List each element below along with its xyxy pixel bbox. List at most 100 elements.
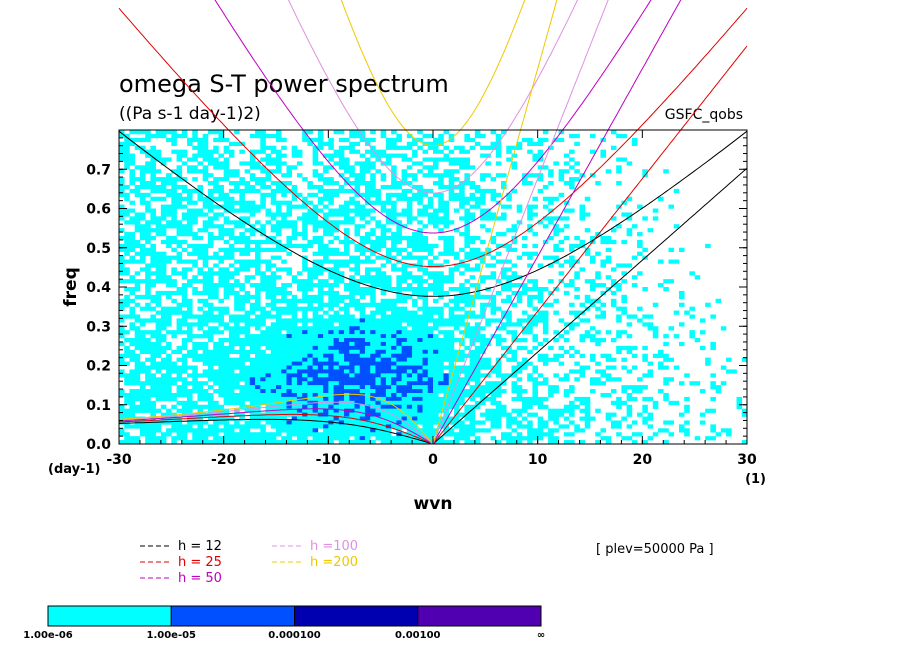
heat-cell [145, 130, 151, 135]
heat-cell [249, 377, 256, 382]
heat-cell [155, 381, 162, 386]
heat-cell [490, 408, 497, 413]
heat-cell [495, 149, 502, 154]
heat-cell [548, 432, 554, 437]
heat-cell [417, 392, 423, 398]
heat-cell [417, 318, 423, 323]
heat-cell [160, 267, 167, 272]
heat-cell [542, 165, 549, 170]
heat-cell [427, 141, 434, 146]
heat-cell [375, 341, 381, 347]
heat-cell [375, 424, 381, 429]
heat-cell [380, 314, 387, 319]
heat-cell [296, 330, 303, 335]
heat-cell [610, 302, 617, 307]
heat-cell [139, 385, 146, 390]
heat-cell [239, 149, 245, 154]
heat-cell [338, 251, 345, 256]
heat-cell [396, 239, 402, 245]
heat-cell [213, 212, 219, 217]
heat-cell [145, 338, 151, 343]
heat-cell [553, 330, 559, 335]
heat-cell [563, 389, 570, 394]
heat-cell [119, 133, 125, 139]
heat-cell [119, 243, 125, 249]
heat-cell [270, 365, 277, 370]
heat-cell [296, 149, 303, 154]
heat-cell [291, 392, 298, 398]
heat-cell [323, 251, 329, 256]
heat-cell [375, 385, 381, 390]
heat-cell [302, 428, 308, 433]
heat-cell [223, 220, 230, 225]
heat-cell [406, 263, 413, 268]
heat-cell [469, 338, 476, 343]
heat-cell [255, 251, 261, 256]
heat-cell [249, 416, 256, 421]
heat-cell [134, 361, 141, 366]
heat-cell [438, 365, 444, 370]
heat-cell [521, 287, 528, 292]
heat-cell [453, 322, 460, 327]
heat-cell [255, 287, 261, 292]
heat-cell [401, 208, 408, 213]
heat-cell [443, 353, 449, 358]
heat-cell [145, 306, 151, 311]
heat-cell [385, 251, 392, 256]
heat-cell [464, 208, 470, 213]
heat-cell [166, 177, 172, 182]
heat-cell [537, 353, 544, 358]
heat-cell [155, 353, 162, 358]
heat-cell [124, 314, 130, 319]
heat-cell [412, 389, 418, 394]
heat-cell [506, 247, 512, 252]
heat-cell [323, 279, 329, 284]
heat-cell [181, 247, 188, 252]
heat-cell [338, 338, 345, 343]
heat-cell [134, 251, 141, 256]
heat-cell [249, 204, 256, 209]
heat-cell [354, 345, 361, 351]
heat-cell [370, 440, 376, 444]
heat-cell [333, 349, 340, 355]
heat-cell [553, 228, 559, 233]
heat-cell [317, 188, 324, 194]
heat-cell [490, 275, 497, 280]
heat-cell [312, 353, 319, 358]
heat-cell [333, 404, 340, 409]
heat-cell [469, 369, 476, 374]
heat-cell [150, 440, 156, 444]
heat-cell [234, 130, 240, 135]
heat-cell [228, 149, 235, 154]
heat-cell [244, 318, 251, 323]
heat-cell [364, 389, 371, 394]
heat-cell [469, 428, 476, 433]
heat-cell [349, 181, 355, 186]
heat-cell [344, 440, 350, 444]
heat-cell [317, 235, 324, 241]
heat-cell [244, 169, 251, 174]
heat-cell [391, 381, 397, 386]
heat-cell [129, 310, 135, 315]
heat-cell [406, 165, 413, 170]
heat-cell [281, 361, 287, 366]
heat-cell [202, 283, 209, 288]
heat-cell [490, 235, 497, 241]
heat-cell [181, 345, 188, 351]
heat-cell [433, 310, 439, 315]
heat-cell [406, 420, 413, 425]
heat-cell [260, 377, 266, 382]
heat-cell [574, 235, 580, 241]
heat-cell [223, 216, 230, 221]
heat-cell [155, 267, 162, 272]
heat-cell [448, 149, 455, 154]
heat-cell [166, 428, 172, 433]
heat-cell [375, 306, 381, 311]
heat-cell [244, 385, 251, 390]
heat-cell [244, 365, 251, 370]
heat-cell [417, 400, 423, 406]
heat-cell [197, 279, 204, 284]
heat-cell [249, 404, 256, 409]
heat-cell [511, 165, 518, 170]
heat-cell [255, 404, 261, 409]
